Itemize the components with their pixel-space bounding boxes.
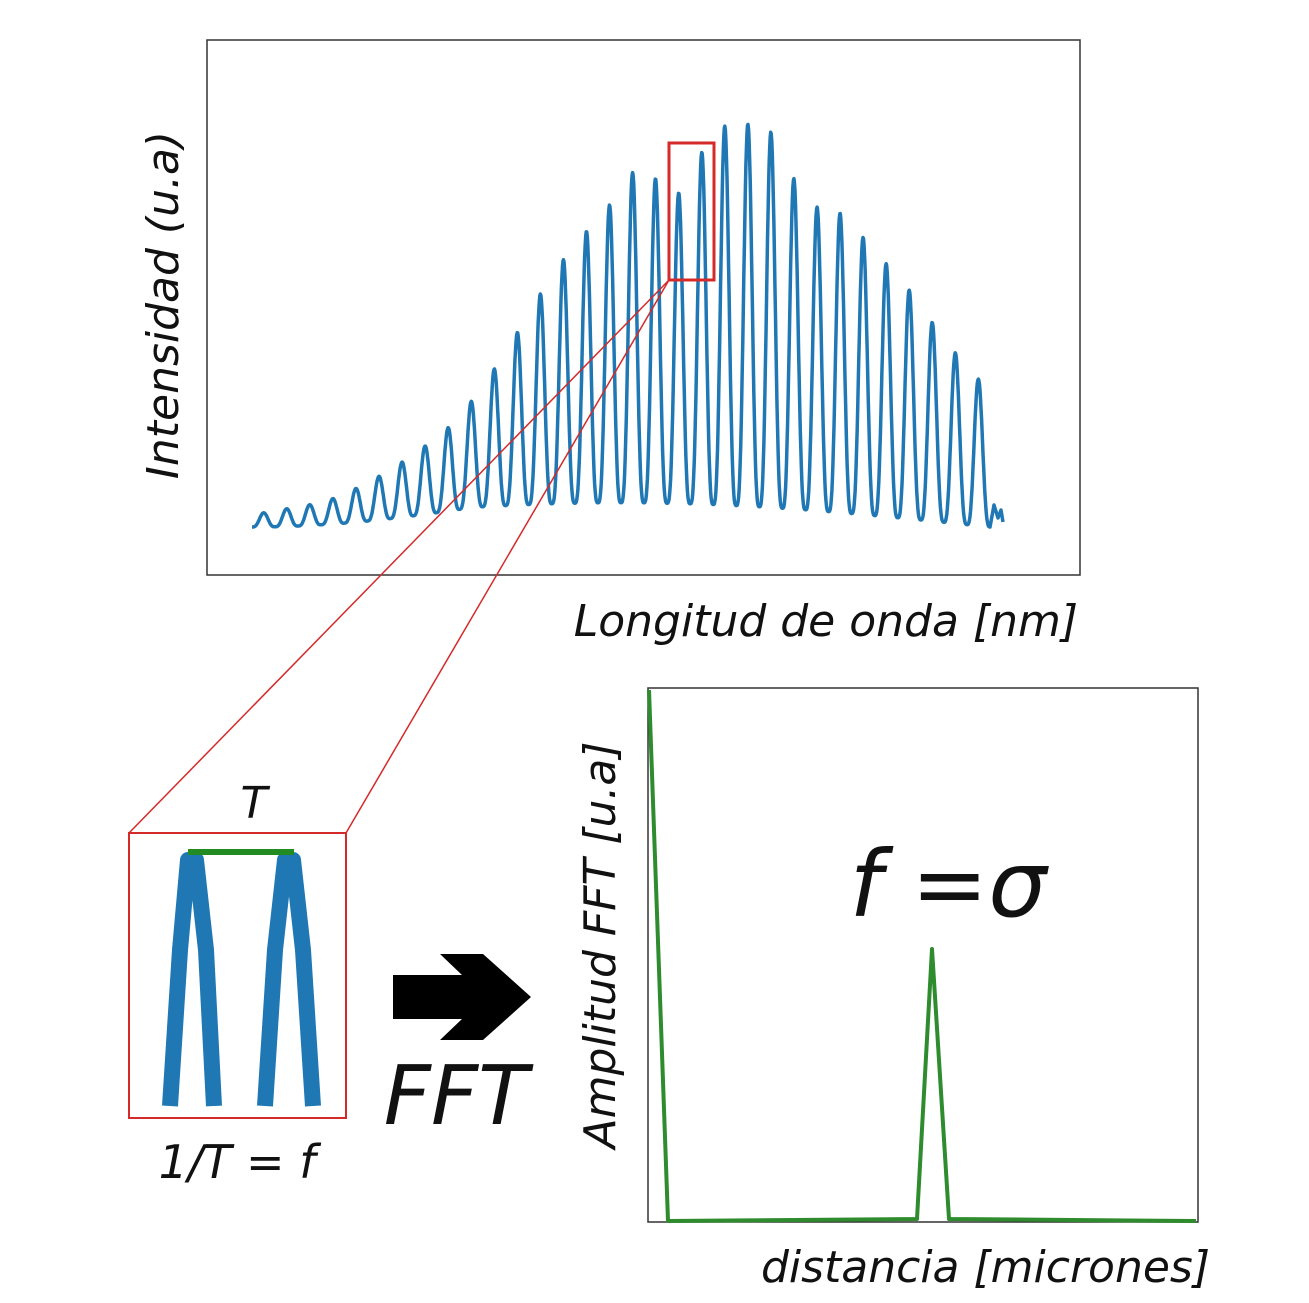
fft-plot-frame [647,687,1199,1223]
fft-plot: Amplitud FFT [u.a] distancia [micrones] … [575,687,1210,1293]
zoom-inset: T 1/T = f [128,778,347,1189]
zoomed-fringe-pair [162,852,321,1107]
peak-annotation: f =σ [849,831,1049,938]
fft-line [647,689,1197,1223]
spectrum-plot: Intensidad (u.a) Longitud de onda [nm] [138,39,1081,647]
fft-ylabel: Amplitud FFT [u.a] [575,741,626,1151]
right-arrow-icon [393,954,531,1040]
zoom-connector-left [128,279,670,834]
spectrum-plot-frame [206,39,1081,576]
zoom-connector-right [345,279,670,834]
zoom-highlight [128,141,716,834]
spectrum-ylabel: Intensidad (u.a) [138,131,189,479]
period-label: T [241,778,271,829]
frequency-relation-label: 1/T = f [159,1135,322,1189]
fft-arrow: FFT [384,954,534,1144]
spectrum-xlabel: Longitud de onda [nm] [574,596,1078,647]
spectrum-line [250,122,1005,529]
fft-arrow-label: FFT [384,1049,534,1144]
zoom-source-rect [667,141,716,282]
fft-xlabel: distancia [micrones] [761,1242,1210,1293]
